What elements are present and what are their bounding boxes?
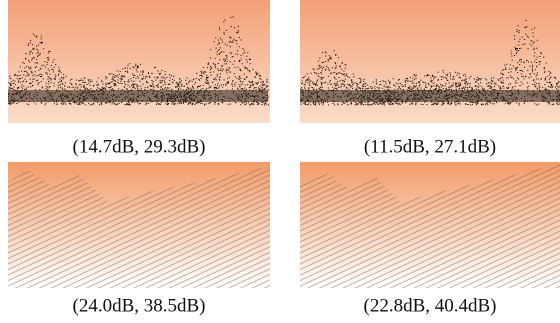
caption: (22.8dB, 40.4dB) — [364, 295, 497, 316]
panel — [8, 162, 270, 288]
panel — [8, 0, 270, 123]
dense-band — [8, 90, 268, 102]
dense-band — [300, 90, 560, 102]
caption: (24.0dB, 38.5dB) — [73, 295, 206, 316]
panel — [300, 162, 560, 288]
figure: (14.7dB, 29.3dB) (11.5dB, 27.1dB) (24.0d… — [0, 0, 560, 323]
caption: (14.7dB, 29.3dB) — [73, 136, 206, 157]
panel — [300, 0, 560, 123]
caption: (11.5dB, 27.1dB) — [364, 136, 496, 157]
